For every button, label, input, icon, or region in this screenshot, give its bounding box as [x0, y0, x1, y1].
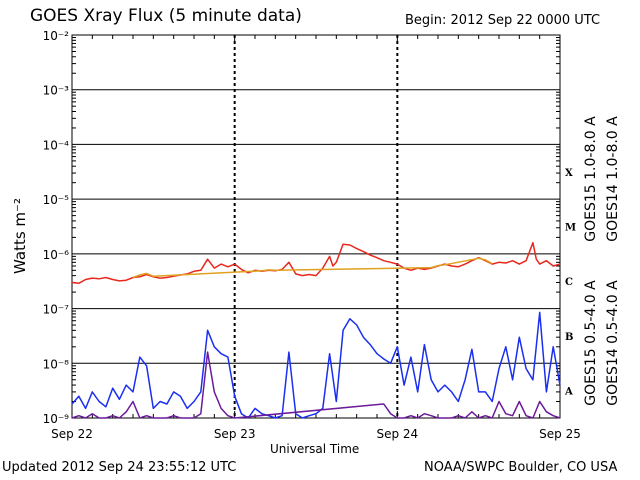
- begin-time: Begin: 2012 Sep 22 0000 UTC: [405, 13, 601, 28]
- series-line-1: [132, 257, 493, 279]
- y-tick-label: 10⁻⁶: [43, 248, 70, 262]
- chart-title: GOES Xray Flux (5 minute data): [30, 6, 302, 26]
- series-line-0: [71, 241, 561, 285]
- x-axis-label: Universal Time: [270, 442, 360, 456]
- y-tick-label: 10⁻²: [43, 29, 70, 43]
- x-tick-label: Sep 25: [539, 427, 581, 441]
- y-tick-label: 10⁻⁷: [43, 303, 70, 317]
- flare-class-label: M: [565, 223, 576, 234]
- x-tick-label: Sep 23: [214, 427, 256, 441]
- flare-class-label: A: [564, 387, 573, 398]
- x-tick-label: Sep 24: [376, 427, 418, 441]
- y-tick-label: 10⁻⁹: [43, 412, 70, 426]
- updated-timestamp: Updated 2012 Sep 24 23:55:12 UTC: [2, 460, 237, 475]
- credit: NOAA/SWPC Boulder, CO USA: [424, 460, 618, 475]
- y-tick-label: 10⁻³: [43, 84, 70, 98]
- flare-class-label: B: [565, 332, 573, 343]
- plot-frame: [71, 34, 561, 419]
- series-line-2: [71, 311, 561, 419]
- flare-class-label: C: [565, 277, 573, 288]
- x-tick-label: Sep 22: [51, 427, 93, 441]
- y-tick-label: 10⁻⁸: [43, 357, 70, 371]
- y-tick-label: 10⁻⁵: [43, 193, 70, 207]
- y-tick-label: 10⁻⁴: [43, 138, 70, 152]
- series-line-3: [71, 351, 561, 419]
- flare-class-label: X: [565, 168, 573, 179]
